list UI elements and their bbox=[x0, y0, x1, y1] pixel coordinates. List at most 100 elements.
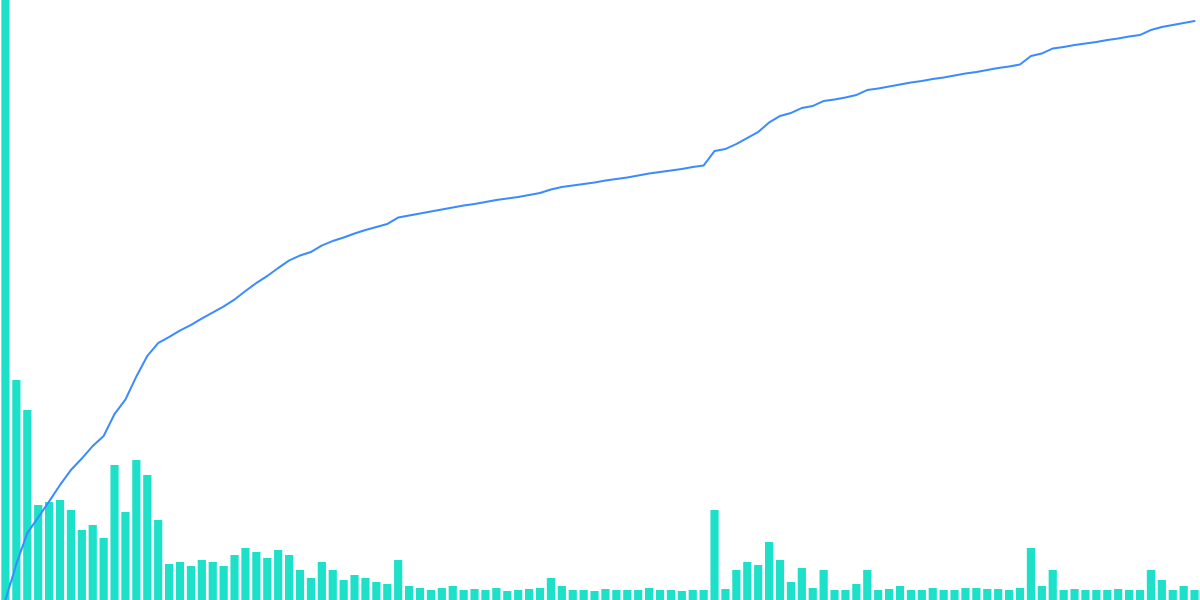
bar bbox=[1114, 589, 1122, 600]
bar bbox=[1147, 570, 1155, 600]
bar bbox=[143, 475, 151, 600]
bar bbox=[590, 591, 598, 600]
bar bbox=[1092, 590, 1100, 600]
bar bbox=[732, 570, 740, 600]
bar bbox=[78, 530, 86, 600]
bar bbox=[154, 520, 162, 600]
bar bbox=[929, 588, 937, 600]
bar bbox=[45, 502, 53, 600]
bar bbox=[438, 588, 446, 600]
bar bbox=[972, 588, 980, 600]
bar bbox=[623, 590, 631, 600]
bar bbox=[809, 588, 817, 600]
bar bbox=[449, 586, 457, 600]
bar bbox=[874, 590, 882, 600]
bar bbox=[950, 590, 958, 600]
bar bbox=[56, 500, 64, 600]
bar bbox=[67, 510, 75, 600]
bar bbox=[89, 525, 97, 600]
bar bbox=[907, 590, 915, 600]
bar bbox=[525, 589, 533, 600]
bar bbox=[918, 590, 926, 600]
bar bbox=[121, 512, 129, 600]
bar bbox=[656, 590, 664, 600]
bar bbox=[296, 570, 304, 600]
bar bbox=[492, 588, 500, 600]
bar bbox=[416, 588, 424, 600]
bar bbox=[787, 582, 795, 600]
bar bbox=[514, 590, 522, 600]
bar bbox=[580, 590, 588, 600]
bar bbox=[198, 560, 206, 600]
combo-chart bbox=[0, 0, 1200, 600]
bar bbox=[754, 565, 762, 600]
bar bbox=[852, 584, 860, 600]
bar bbox=[340, 580, 348, 600]
bar bbox=[743, 562, 751, 600]
bar bbox=[830, 590, 838, 600]
bar bbox=[569, 590, 577, 600]
bar bbox=[547, 578, 555, 600]
bar bbox=[100, 538, 108, 600]
bar bbox=[274, 550, 282, 600]
bar bbox=[1081, 590, 1089, 600]
bar bbox=[558, 586, 566, 600]
bar bbox=[427, 590, 435, 600]
bar bbox=[634, 590, 642, 600]
bar bbox=[994, 589, 1002, 600]
bar bbox=[710, 510, 718, 600]
bar bbox=[307, 578, 315, 600]
bar bbox=[841, 590, 849, 600]
bar bbox=[1190, 590, 1198, 600]
bar bbox=[721, 589, 729, 600]
bar bbox=[961, 588, 969, 600]
bar bbox=[1049, 570, 1057, 600]
bar bbox=[350, 575, 358, 600]
bar bbox=[645, 588, 653, 600]
bar bbox=[405, 586, 413, 600]
bar bbox=[1005, 590, 1013, 600]
bar bbox=[1158, 580, 1166, 600]
bar bbox=[209, 562, 217, 600]
bar bbox=[329, 570, 337, 600]
bar bbox=[383, 584, 391, 600]
bar bbox=[896, 586, 904, 600]
bar bbox=[1038, 586, 1046, 600]
bar bbox=[1136, 590, 1144, 600]
bar bbox=[252, 552, 260, 600]
bar bbox=[481, 590, 489, 600]
bar bbox=[361, 578, 369, 600]
bar bbox=[263, 558, 271, 600]
bar bbox=[667, 590, 675, 600]
bar bbox=[940, 590, 948, 600]
bar bbox=[678, 591, 686, 600]
bar bbox=[241, 548, 249, 600]
bar bbox=[372, 582, 380, 600]
bar bbox=[798, 568, 806, 600]
bar bbox=[1125, 590, 1133, 600]
bar bbox=[132, 460, 140, 600]
bar bbox=[1027, 548, 1035, 600]
bar bbox=[230, 555, 238, 600]
chart-background bbox=[0, 0, 1200, 600]
bar bbox=[983, 589, 991, 600]
bar bbox=[176, 562, 184, 600]
bar bbox=[1180, 586, 1188, 600]
bar bbox=[1103, 590, 1111, 600]
bar bbox=[460, 590, 468, 600]
bar bbox=[1169, 590, 1177, 600]
bar bbox=[110, 465, 118, 600]
bar bbox=[689, 590, 697, 600]
bar bbox=[1016, 588, 1024, 600]
bar bbox=[612, 590, 620, 600]
bar bbox=[23, 410, 31, 600]
bar bbox=[34, 505, 42, 600]
bar bbox=[285, 555, 293, 600]
bar bbox=[765, 542, 773, 600]
bar bbox=[470, 589, 478, 600]
bar bbox=[776, 560, 784, 600]
bar bbox=[220, 566, 228, 600]
bar bbox=[885, 589, 893, 600]
bar bbox=[318, 562, 326, 600]
bar bbox=[536, 588, 544, 600]
